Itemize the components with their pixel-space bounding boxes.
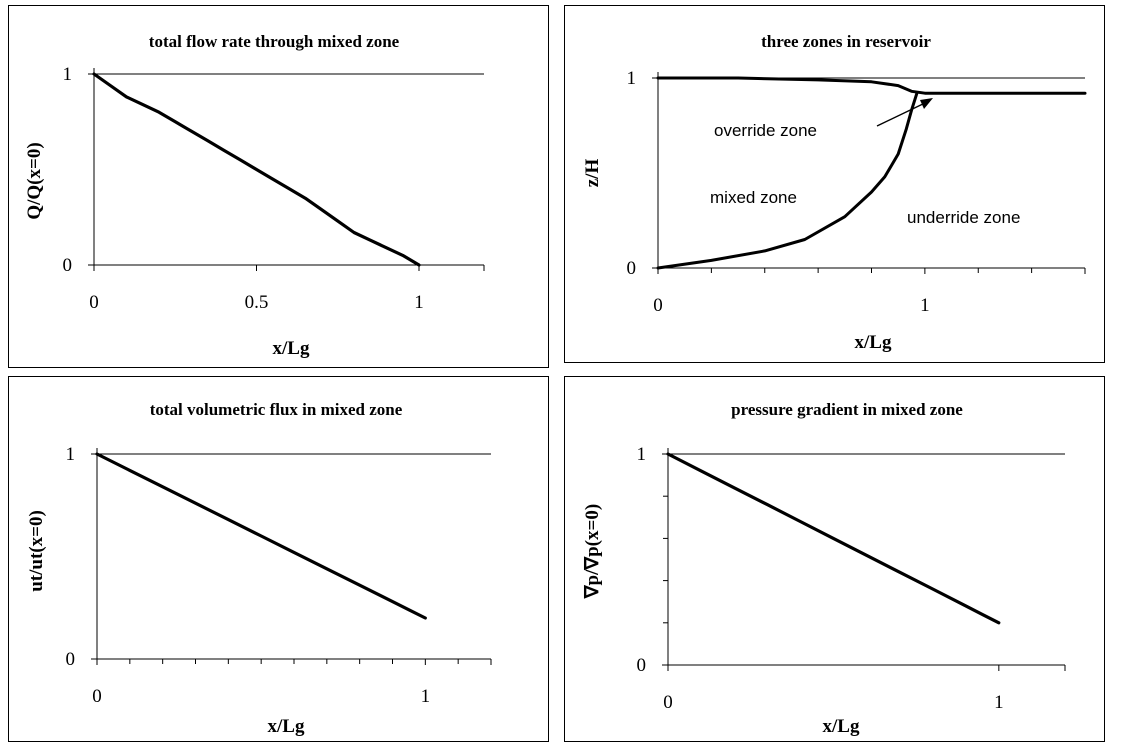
chart-panel-three-zones: three zones in reservoir z/H x/Lg overri… xyxy=(564,5,1105,363)
series-line xyxy=(666,452,1001,625)
y-tick-label: 1 xyxy=(66,444,76,465)
y-axis-label: z/H xyxy=(582,159,603,188)
annotation-override-zone: override zone xyxy=(714,121,817,140)
y-axis-label: Q/Q(x=0) xyxy=(24,142,45,219)
x-tick-label: 0.5 xyxy=(245,292,269,313)
y-tick-label: 1 xyxy=(627,68,637,89)
y-axis-label: ut/ut(x=0) xyxy=(26,510,47,592)
chart-pressure-gradient: pressure gradient in mixed zone ∇p/∇p(x=… xyxy=(582,400,1066,737)
chart-three-zones: three zones in reservoir z/H x/Lg overri… xyxy=(582,32,1087,353)
chart-title: pressure gradient in mixed zone xyxy=(731,400,963,419)
series-line xyxy=(95,452,427,620)
series-line xyxy=(92,72,421,267)
annotation-mixed-zone: mixed zone xyxy=(710,188,797,207)
chart-title: total volumetric flux in mixed zone xyxy=(150,400,403,419)
annotation-arrowhead xyxy=(920,98,933,109)
y-tick-label: 0 xyxy=(627,258,637,279)
y-axis-label: ∇p/∇p(x=0) xyxy=(582,504,603,599)
x-tick-label: 1 xyxy=(920,295,930,316)
annotation-underride-zone: underride zone xyxy=(907,208,1020,227)
x-tick-label: 1 xyxy=(421,686,431,707)
series-line xyxy=(656,91,919,270)
chart-panel-pressure-gradient: pressure gradient in mixed zone ∇p/∇p(x=… xyxy=(564,376,1105,742)
x-axis-label: x/Lg xyxy=(268,716,305,737)
x-axis-label: x/Lg xyxy=(855,332,892,353)
y-tick-label: 1 xyxy=(637,444,647,465)
x-tick-label: 1 xyxy=(414,292,424,313)
chart-title: three zones in reservoir xyxy=(761,32,931,51)
x-axis-label: x/Lg xyxy=(273,338,310,359)
x-tick-label: 0 xyxy=(663,692,673,713)
chart-flow-rate: total flow rate through mixed zone Q/Q(x… xyxy=(24,32,485,359)
y-tick-label: 1 xyxy=(63,64,73,85)
x-tick-label: 0 xyxy=(92,686,102,707)
y-tick-label: 0 xyxy=(63,255,73,276)
series-line xyxy=(656,76,1087,95)
chart-volumetric-flux: total volumetric flux in mixed zone ut/u… xyxy=(26,400,492,737)
chart-panel-flow-rate: total flow rate through mixed zone Q/Q(x… xyxy=(8,5,549,368)
y-tick-label: 0 xyxy=(637,655,647,676)
chart-title: total flow rate through mixed zone xyxy=(149,32,400,51)
x-tick-label: 0 xyxy=(653,295,663,316)
x-tick-label: 1 xyxy=(994,692,1004,713)
x-axis-label: x/Lg xyxy=(823,716,860,737)
x-tick-label: 0 xyxy=(89,292,99,313)
annotation-arrow xyxy=(876,101,928,127)
y-tick-label: 0 xyxy=(66,649,76,670)
chart-panel-volumetric-flux: total volumetric flux in mixed zone ut/u… xyxy=(8,376,549,742)
